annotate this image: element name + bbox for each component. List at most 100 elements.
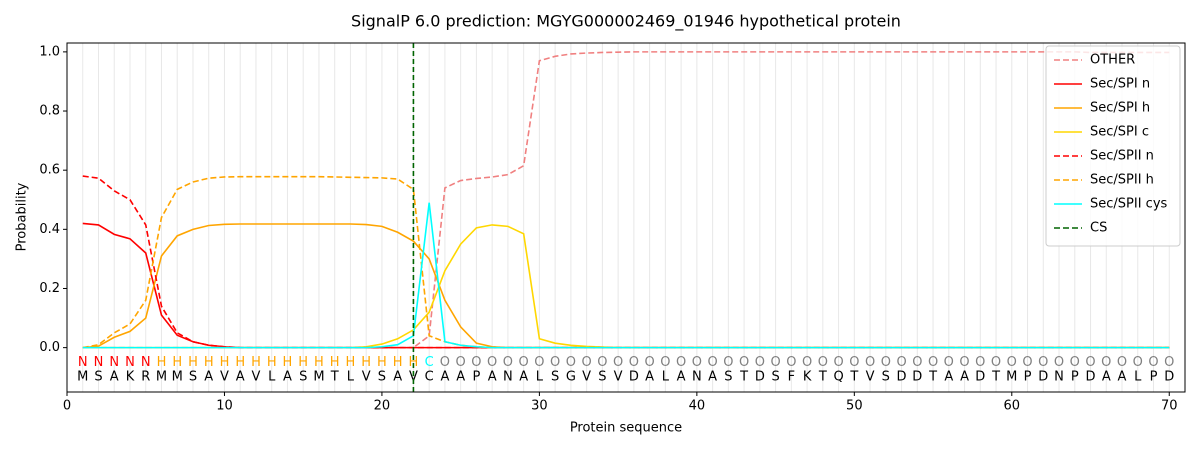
- residue: N: [692, 370, 702, 385]
- residue: A: [519, 370, 528, 385]
- region-label: N: [78, 355, 88, 370]
- region-label: O: [881, 355, 891, 370]
- legend-label: Sec/SPI n: [1090, 77, 1150, 92]
- residue: L: [347, 370, 355, 385]
- region-label: O: [534, 355, 544, 370]
- x-tick-label: 60: [1004, 399, 1021, 414]
- region-label: N: [125, 355, 135, 370]
- residue: S: [598, 370, 606, 385]
- region-label: O: [1007, 355, 1017, 370]
- residue: F: [788, 370, 795, 385]
- region-label: H: [204, 355, 214, 370]
- x-tick-label: 30: [531, 399, 548, 414]
- region-label: O: [770, 355, 780, 370]
- residue: A: [1102, 370, 1111, 385]
- x-tick-label: 0: [63, 399, 71, 414]
- residue: S: [724, 370, 732, 385]
- region-label: O: [471, 355, 481, 370]
- series-line: [82, 223, 1170, 349]
- residue: V: [614, 370, 623, 385]
- residue: D: [1086, 370, 1096, 385]
- residue: T: [849, 370, 858, 385]
- legend-label: CS: [1090, 221, 1107, 236]
- residue: D: [755, 370, 765, 385]
- residue: D: [1164, 370, 1174, 385]
- residue: D: [975, 370, 985, 385]
- residue: M: [172, 370, 183, 385]
- region-label: O: [487, 355, 497, 370]
- region-label: H: [283, 355, 293, 370]
- region-label: O: [692, 355, 702, 370]
- y-tick-label: 0.4: [39, 222, 60, 237]
- region-label: O: [786, 355, 796, 370]
- region-label: O: [519, 355, 529, 370]
- region-label: O: [503, 355, 513, 370]
- region-label: O: [676, 355, 686, 370]
- residue: A: [1118, 370, 1127, 385]
- residue: T: [330, 370, 339, 385]
- region-label: O: [440, 355, 450, 370]
- region-label: O: [975, 355, 985, 370]
- y-axis-label: Probability: [15, 182, 30, 251]
- chart-title: SignalP 6.0 prediction: MGYG000002469_01…: [351, 12, 901, 32]
- residue: A: [677, 370, 686, 385]
- residue: V: [252, 370, 261, 385]
- residue: T: [991, 370, 1000, 385]
- plot-frame: [66, 42, 1186, 393]
- residue: L: [662, 370, 670, 385]
- series-line: [82, 175, 1170, 349]
- region-label: H: [251, 355, 261, 370]
- region-label: H: [361, 355, 371, 370]
- residue: A: [960, 370, 969, 385]
- region-label: O: [707, 355, 717, 370]
- region-label: N: [109, 355, 119, 370]
- region-label: O: [1022, 355, 1032, 370]
- residue: T: [928, 370, 937, 385]
- region-label: H: [220, 355, 230, 370]
- residue: V: [409, 370, 418, 385]
- region-label: O: [1070, 355, 1080, 370]
- region-label: O: [959, 355, 969, 370]
- region-label: O: [1085, 355, 1095, 370]
- region-label: H: [377, 355, 387, 370]
- residue: A: [440, 370, 449, 385]
- x-tick-label: 70: [1161, 399, 1178, 414]
- y-tick-label: 0.2: [39, 281, 60, 296]
- region-label: O: [1117, 355, 1127, 370]
- series-line: [82, 175, 1170, 349]
- region-label: O: [566, 355, 576, 370]
- region-label: O: [755, 355, 765, 370]
- region-label: H: [409, 355, 419, 370]
- residue: S: [94, 370, 102, 385]
- region-label: O: [739, 355, 749, 370]
- x-tick-label: 40: [689, 399, 706, 414]
- residue: G: [566, 370, 576, 385]
- region-label: O: [660, 355, 670, 370]
- residue: S: [378, 370, 386, 385]
- region-label: O: [833, 355, 843, 370]
- region-label: O: [1164, 355, 1174, 370]
- region-label: O: [613, 355, 623, 370]
- region-label: O: [818, 355, 828, 370]
- y-tick-label: 0.0: [39, 340, 60, 355]
- residue: A: [283, 370, 292, 385]
- residue: L: [536, 370, 544, 385]
- region-label: O: [928, 355, 938, 370]
- y-tick-label: 0.8: [39, 104, 60, 119]
- residue: A: [645, 370, 654, 385]
- region-label: H: [330, 355, 340, 370]
- x-tick-label: 10: [216, 399, 233, 414]
- residue: K: [126, 370, 135, 385]
- x-tick-label: 50: [846, 399, 863, 414]
- legend-label: OTHER: [1090, 53, 1135, 68]
- region-label: O: [645, 355, 655, 370]
- residue: A: [708, 370, 717, 385]
- residue: S: [551, 370, 559, 385]
- region-label: O: [550, 355, 560, 370]
- residue: T: [739, 370, 748, 385]
- residue: A: [204, 370, 213, 385]
- region-label: O: [1038, 355, 1048, 370]
- series-line: [82, 224, 1170, 349]
- residue: S: [882, 370, 890, 385]
- region-label: O: [1054, 355, 1064, 370]
